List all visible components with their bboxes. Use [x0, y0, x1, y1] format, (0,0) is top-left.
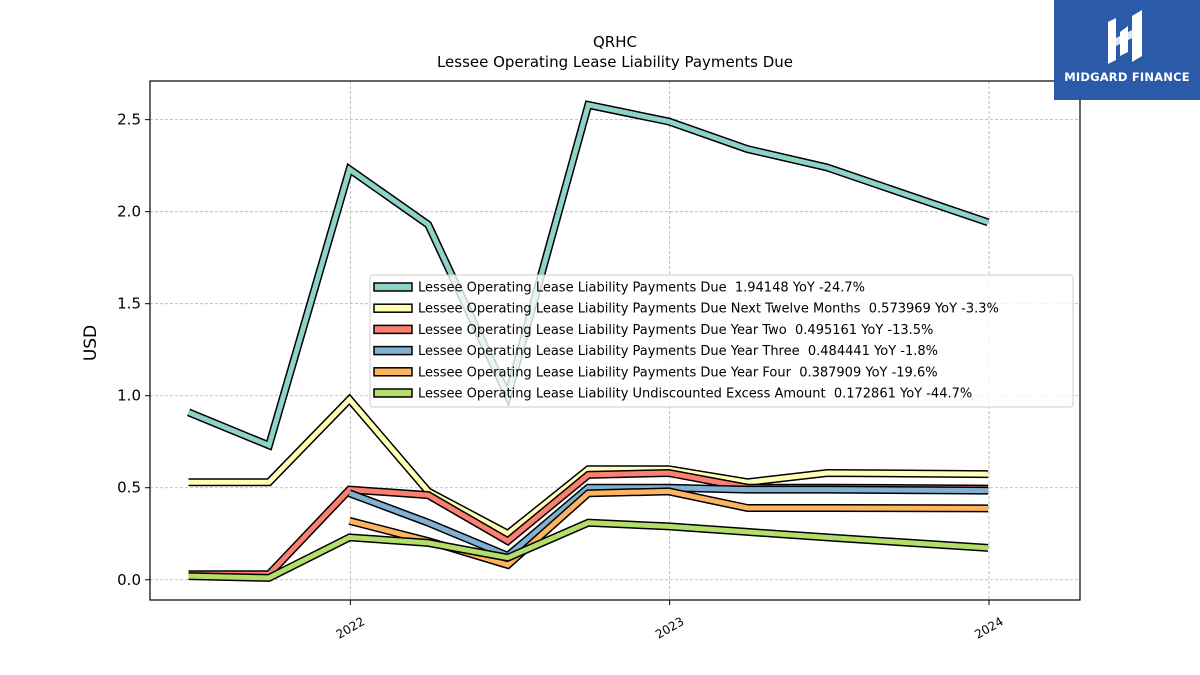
- legend-label: Lessee Operating Lease Liability Payment…: [418, 281, 865, 296]
- x-tick-label: 2023: [653, 614, 686, 641]
- chart-subtitle: Lessee Operating Lease Liability Payment…: [437, 53, 793, 71]
- y-tick-label: 0.0: [117, 571, 141, 589]
- legend-swatch: [373, 388, 413, 398]
- legend-label: Lessee Operating Lease Liability Payment…: [418, 302, 999, 317]
- series-line: [187, 101, 989, 449]
- legend-swatch: [373, 345, 413, 356]
- series-lines: [186, 100, 990, 582]
- y-tick-label: 1.0: [117, 387, 141, 405]
- plot-frame: [149, 80, 1081, 601]
- series-line: [188, 395, 989, 537]
- legend-label: Lessee Operating Lease Liability Payment…: [418, 365, 938, 380]
- legend: Lessee Operating Lease Liability Payment…: [369, 274, 1074, 408]
- y-tick-label: 0.5: [117, 479, 141, 497]
- midgard-m-logo-icon: [1108, 10, 1142, 64]
- chart-title: QRHC: [593, 33, 637, 51]
- x-tick-label: 2022: [334, 614, 367, 641]
- y-tick-label: 2.5: [117, 111, 141, 129]
- x-tick-label: 2024: [972, 614, 1005, 641]
- legend-swatch: [373, 324, 413, 335]
- legend-swatch: [373, 282, 413, 292]
- y-tick-label: 2.0: [117, 203, 141, 221]
- logo-text: MIDGARD FINANCE: [1064, 70, 1190, 84]
- y-axis-label: USD: [81, 325, 101, 361]
- series-line: [188, 520, 989, 581]
- y-tick-label: 1.5: [117, 295, 141, 313]
- legend-label: Lessee Operating Lease Liability Undisco…: [418, 387, 972, 402]
- legend-label: Lessee Operating Lease Liability Payment…: [418, 323, 933, 338]
- legend-swatch: [373, 367, 413, 377]
- series-line-outline: [188, 393, 989, 539]
- legend-box: [369, 274, 1074, 408]
- legend-label: Lessee Operating Lease Liability Payment…: [418, 344, 938, 359]
- legend-swatch: [373, 303, 413, 313]
- midgard-finance-logo: MIDGARD FINANCE: [1054, 0, 1200, 100]
- series-line: [348, 485, 989, 559]
